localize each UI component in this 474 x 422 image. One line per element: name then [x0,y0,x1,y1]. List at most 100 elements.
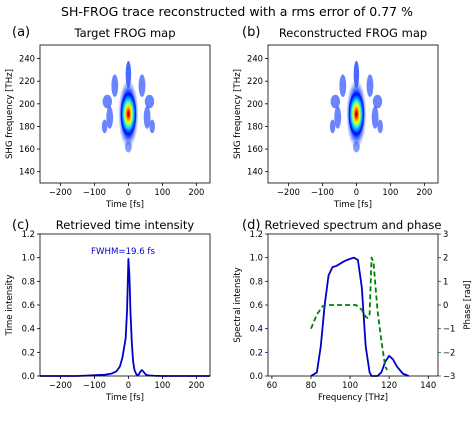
y-ticks: 0.0 0.2 0.4 0.6 0.8 1.0 1.2 [22,229,40,381]
right-y-tick-label: 3 [443,229,448,239]
x-tick-label: −100 [83,380,106,390]
y-tick-label: 0.0 [250,371,263,381]
x-tick-label: 100 [342,380,358,390]
y-axis-label: SHG frequency [THz] [5,69,15,159]
frog-bottom-tail [124,141,132,153]
axes-frame [39,233,211,377]
right-y-tick-label: 2 [443,253,448,263]
frog-side-lobe [138,74,146,98]
y-ticks: 140 160 180 200 220 240 [247,54,268,177]
series-layer [40,257,210,377]
x-tick-label: 100 [382,187,398,197]
frog-side-lobe [101,119,108,134]
y-tick-label: 140 [19,167,35,177]
x-tick-label: 0 [126,187,131,197]
frog-side-lobe [334,106,342,129]
y-tick-label: 200 [19,99,35,109]
x-tick-label: 0 [126,380,131,390]
x-tick-label: −200 [49,187,72,197]
frog-side-lobe [339,74,347,98]
frog-side-lobe [102,94,113,109]
frog-side-lobe [371,106,379,129]
x-tick-label: −100 [311,187,334,197]
x-axis-label: Time [fs] [105,200,144,210]
y-tick-label: 160 [247,144,263,154]
frog-side-lobe [143,106,151,129]
y-tick-label: 240 [247,54,263,64]
y-ticks: 0.0 0.2 0.4 0.6 0.8 1.0 1.2 [250,229,268,381]
x-tick-label: 140 [420,380,436,390]
right-y-tick-label: −2 [443,347,455,357]
frog-side-lobe [329,119,336,134]
y-ticks: 140 160 180 200 220 240 [19,54,40,177]
figure-suptitle: SH-FROG trace reconstructed with a rms e… [61,4,413,19]
y-axis-label: SHG frequency [THz] [233,69,243,159]
panel-label: (c) [12,218,29,233]
frog-side-lobe [111,74,119,98]
y-tick-label: 220 [247,76,263,86]
y-tick-label: 0.6 [250,300,263,310]
x-tick-label: 200 [188,380,204,390]
frog-top-tail [125,60,132,88]
panel-a: (a) Target FROG map −200 −100 0 100 200 1401… [5,25,211,210]
x-ticks: −200 −100 0 100 200 [49,376,204,390]
y-tick-label: 1.0 [22,253,35,263]
y-tick-label: 200 [247,99,263,109]
x-ticks: 60 80 100 120 140 [267,376,436,390]
x-ticks: −200 −100 0 100 200 [49,183,204,197]
panel-title: Retrieved spectrum and phase [265,218,442,232]
intensity-line [40,257,210,377]
frog-side-lobe [377,119,383,134]
panel-title: Reconstructed FROG map [279,26,427,40]
frog-heatmap [329,60,383,153]
x-tick-label: 100 [154,380,170,390]
y-tick-label: 0.2 [250,347,263,357]
intensity-line [310,256,410,377]
y-tick-label: 0.0 [22,371,35,381]
panel-title: Retrieved time intensity [56,218,195,232]
x-axis-label: Frequency [THz] [318,393,388,403]
x-tick-label: 200 [416,187,432,197]
y-tick-label: 0.6 [22,300,35,310]
y-tick-label: 180 [247,121,263,131]
y-tick-label: 1.0 [250,253,263,263]
x-tick-label: 120 [381,380,397,390]
x-tick-label: −200 [277,187,300,197]
y-tick-label: 160 [19,144,35,154]
frog-top-tail [353,60,360,88]
axes-frame [267,44,439,184]
frog-side-lobe [372,94,383,109]
y-axis-label: Spectral intensity [233,267,243,342]
axes-frame [267,233,439,377]
right-y-tick-label: −3 [443,371,455,381]
x-ticks: −200 −100 0 100 200 [277,183,432,197]
frog-core [120,91,137,137]
frog-core [348,91,365,137]
x-axis-label: Time [fs] [105,393,144,403]
right-y-axis-label: Phase [rad] [463,280,473,329]
panel-label: (b) [242,25,260,40]
x-tick-label: 100 [154,187,170,197]
right-y-tick-label: −1 [443,324,455,334]
y-tick-label: 0.8 [250,276,263,286]
x-tick-label: 0 [354,187,359,197]
y-tick-label: 240 [19,54,35,64]
panel-d: (d) Retrieved spectrum and phase 60 80 100… [233,218,473,403]
frog-side-lobe [366,74,374,98]
axes-frame [39,44,211,184]
frog-side-lobe [106,106,114,129]
frog-heatmap [101,60,155,153]
phase-line [310,256,388,371]
panel-b: (b) Reconstructed FROG map −200 −100 0 100 2… [233,25,439,210]
frog-side-lobe [144,94,155,109]
right-y-tick-label: 1 [443,276,448,286]
x-axis-label: Time [fs] [333,200,372,210]
y-tick-label: 0.2 [22,347,35,357]
panel-c: (c) Retrieved time intensity −200 −100 0 10… [5,218,211,403]
frog-side-lobe [149,119,155,134]
series-layer [310,256,410,377]
panel-label: (d) [242,218,260,233]
fwhm-annotation: FWHM=19.6 fs [91,247,155,257]
y-axis-label: Time intensity [5,274,15,336]
